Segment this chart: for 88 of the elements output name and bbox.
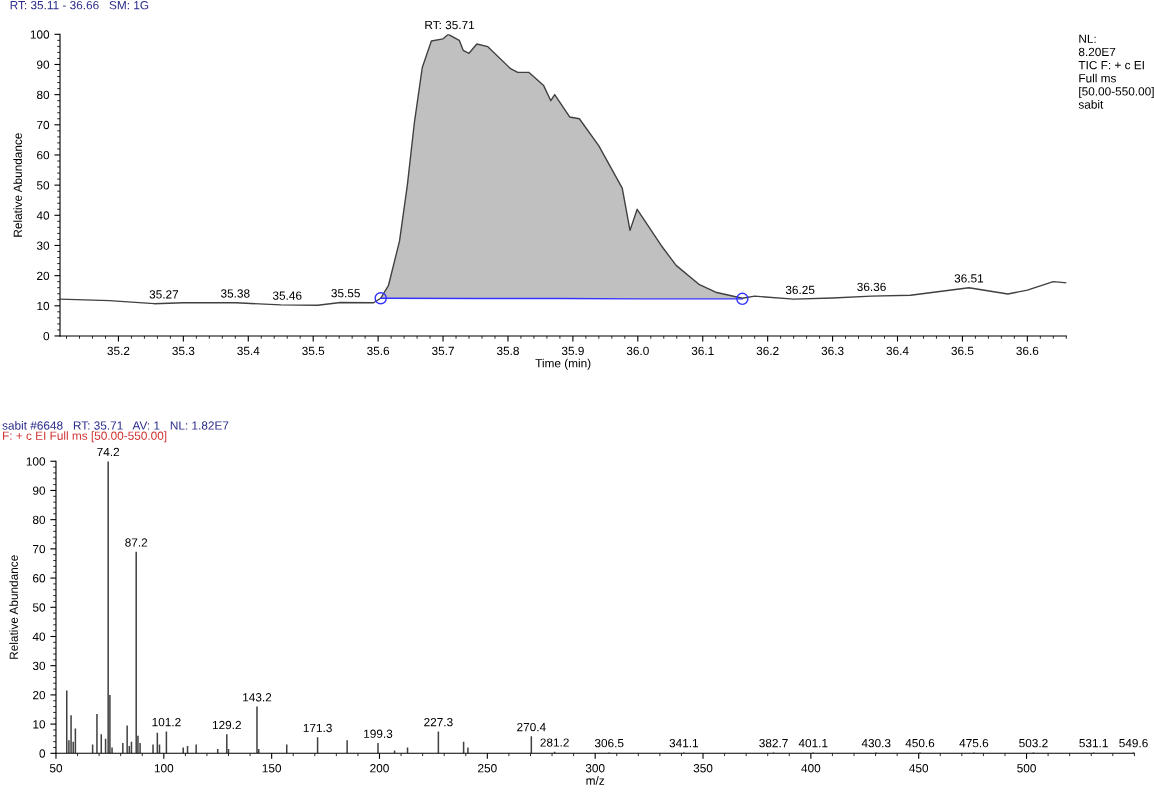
text: 8.20E7 <box>1078 47 1116 57</box>
annotation: 74.2 <box>97 447 120 457</box>
x-tick-label: 35.3 <box>172 346 195 356</box>
annotation: 450.6 <box>905 738 935 748</box>
x-tick-label: 500 <box>1017 764 1036 773</box>
annotation: 35.55 <box>331 289 360 298</box>
y-tick-label: 90 <box>37 60 50 69</box>
y-tick-label: 50 <box>36 181 50 190</box>
x-tick-label: 250 <box>478 764 497 773</box>
y-tick-label: 70 <box>33 544 46 554</box>
annotation: 35.38 <box>220 289 250 298</box>
annotation: 35.46 <box>272 291 302 300</box>
annotation: RT: 35.71 <box>425 20 475 30</box>
y-tick-label: 0 <box>43 331 50 341</box>
y-tick-label: 20 <box>37 271 50 281</box>
annotation: 270.4 <box>517 722 546 732</box>
y-tick-label: 60 <box>33 574 46 583</box>
x-tick-label: 36.2 <box>756 346 779 356</box>
annotation: 35.27 <box>149 290 179 299</box>
x-tick-label: 35.4 <box>237 346 260 356</box>
text: TIC F: + c EI <box>1078 60 1144 70</box>
y-tick-label: 30 <box>36 241 50 250</box>
annotation: 199.3 <box>364 729 393 738</box>
text: [50.00-550.00] <box>1079 86 1154 98</box>
x-tick-label: 50 <box>49 764 63 773</box>
annotation: 101.2 <box>152 717 181 727</box>
x-tick-label: 35.9 <box>561 346 584 356</box>
y-tick-label: 10 <box>33 720 46 729</box>
x-tick-label: 100 <box>154 764 174 773</box>
chart-subtitle: F: + c EI Full ms [50.00-550.00] <box>3 431 167 443</box>
y-tick-label: 70 <box>37 120 50 130</box>
annotation: 341.1 <box>669 738 699 748</box>
x-tick-label: 300 <box>585 764 605 773</box>
x-tick-label: 36.4 <box>886 346 909 356</box>
annotation: 36.51 <box>954 274 984 283</box>
y-tick-label: 100 <box>30 30 50 39</box>
chart-title: RT: 35.11 - 36.66 SM: 1G <box>10 1 149 10</box>
annotation: 503.2 <box>1019 738 1048 748</box>
x-tick-label: 35.7 <box>432 346 454 356</box>
annotation: 227.3 <box>424 717 453 727</box>
y-tick-label: 40 <box>32 632 46 641</box>
text: Full ms <box>1079 73 1116 83</box>
annotation: 129.2 <box>212 720 241 730</box>
x-tick-label: 450 <box>909 764 929 773</box>
annotation: 430.3 <box>861 738 891 748</box>
annotation: 306.5 <box>594 738 624 748</box>
y-tick-label: 60 <box>37 151 50 160</box>
x-tick-label: 36.3 <box>821 346 844 356</box>
text: sabit <box>1078 100 1104 109</box>
x-tick-label: 150 <box>262 764 282 773</box>
annotation: 401.1 <box>798 738 828 748</box>
y-tick-label: 80 <box>32 515 46 525</box>
annotation: 531.1 <box>1079 738 1108 748</box>
annotation: 143.2 <box>243 693 272 702</box>
text: NL: <box>1079 34 1096 43</box>
annotation: 171.3 <box>303 723 332 733</box>
x-tick-label: 36.0 <box>626 346 649 356</box>
x-tick-label: 350 <box>693 764 713 773</box>
annotation: 475.6 <box>959 738 989 748</box>
annotation: 87.2 <box>125 538 148 547</box>
y-axis-title: Relative Abundance <box>13 133 23 237</box>
x-tick-label: 35.6 <box>367 346 390 356</box>
y-tick-label: 80 <box>36 90 50 100</box>
chart-title: sabit #6648 RT: 35.71 AV: 1 NL: 1.82E7 <box>2 421 229 430</box>
x-axis-title: Time (min) <box>535 358 591 370</box>
annotation: 36.25 <box>785 285 815 295</box>
x-tick-label: 36.6 <box>1016 346 1039 356</box>
y-tick-label: 100 <box>26 457 46 466</box>
y-tick-label: 90 <box>32 486 46 495</box>
y-tick-label: 10 <box>37 301 50 311</box>
y-tick-label: 30 <box>32 661 46 671</box>
x-tick-label: 35.5 <box>302 346 325 356</box>
x-tick-label: 35.2 <box>107 346 130 356</box>
y-tick-label: 40 <box>36 211 50 220</box>
annotation: 36.36 <box>857 282 886 292</box>
annotation: 549.6 <box>1119 738 1148 748</box>
y-tick-label: 0 <box>39 749 46 758</box>
y-axis-title: Relative Abundance <box>9 555 18 659</box>
x-tick-label: 35.8 <box>496 346 519 356</box>
x-tick-label: 36.1 <box>691 346 714 356</box>
x-tick-label: 200 <box>370 764 389 773</box>
annotation: 382.7 <box>759 738 788 748</box>
y-tick-label: 50 <box>32 603 46 612</box>
annotation: 281.2 <box>540 738 569 747</box>
x-tick-label: 400 <box>801 764 821 773</box>
y-tick-label: 20 <box>33 690 46 700</box>
x-axis-title: m/z <box>586 776 605 785</box>
x-tick-label: 36.5 <box>951 346 974 356</box>
